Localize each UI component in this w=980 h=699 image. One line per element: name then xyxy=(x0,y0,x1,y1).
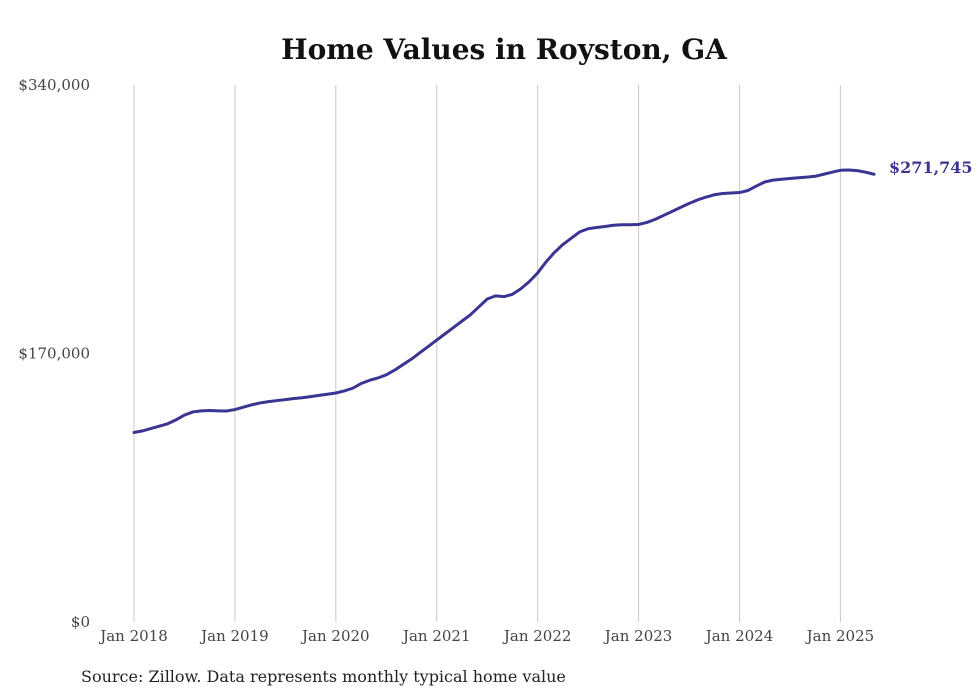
y-axis-ticks: $0 $170,000 $340,000 xyxy=(18,76,90,631)
source-note: Source: Zillow. Data represents monthly … xyxy=(81,667,566,686)
x-tick-label: Jan 2020 xyxy=(300,627,370,645)
x-axis-ticks: Jan 2018 Jan 2019 Jan 2020 Jan 2021 Jan 2022… xyxy=(98,627,874,645)
series-layer: $271,745 xyxy=(132,158,973,434)
chart-title: Home Values in Royston, GA xyxy=(281,33,728,66)
series-line xyxy=(132,168,876,434)
series-end-label: $271,745 xyxy=(889,158,973,177)
x-tick-label: Jan 2021 xyxy=(401,627,471,645)
x-tick-label: Jan 2025 xyxy=(805,627,875,645)
y-tick-label: $340,000 xyxy=(18,76,90,94)
x-tick-label: Jan 2023 xyxy=(603,627,673,645)
x-tick-label: Jan 2019 xyxy=(199,627,269,645)
y-tick-label: $170,000 xyxy=(18,345,90,363)
grid-lines xyxy=(133,85,841,622)
x-tick-label: Jan 2024 xyxy=(704,627,774,645)
y-tick-label: $0 xyxy=(71,613,90,631)
x-tick-label: Jan 2022 xyxy=(502,627,572,645)
x-tick-label: Jan 2018 xyxy=(98,627,168,645)
